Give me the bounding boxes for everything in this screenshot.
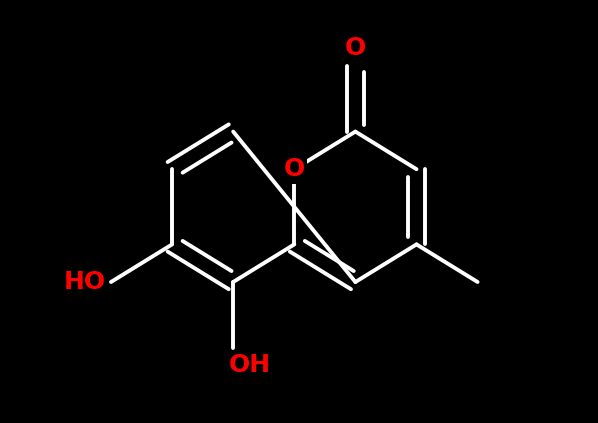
Text: O: O [283,157,305,181]
Text: O: O [345,36,366,60]
Text: HO: HO [64,270,106,294]
Text: OH: OH [228,352,271,376]
